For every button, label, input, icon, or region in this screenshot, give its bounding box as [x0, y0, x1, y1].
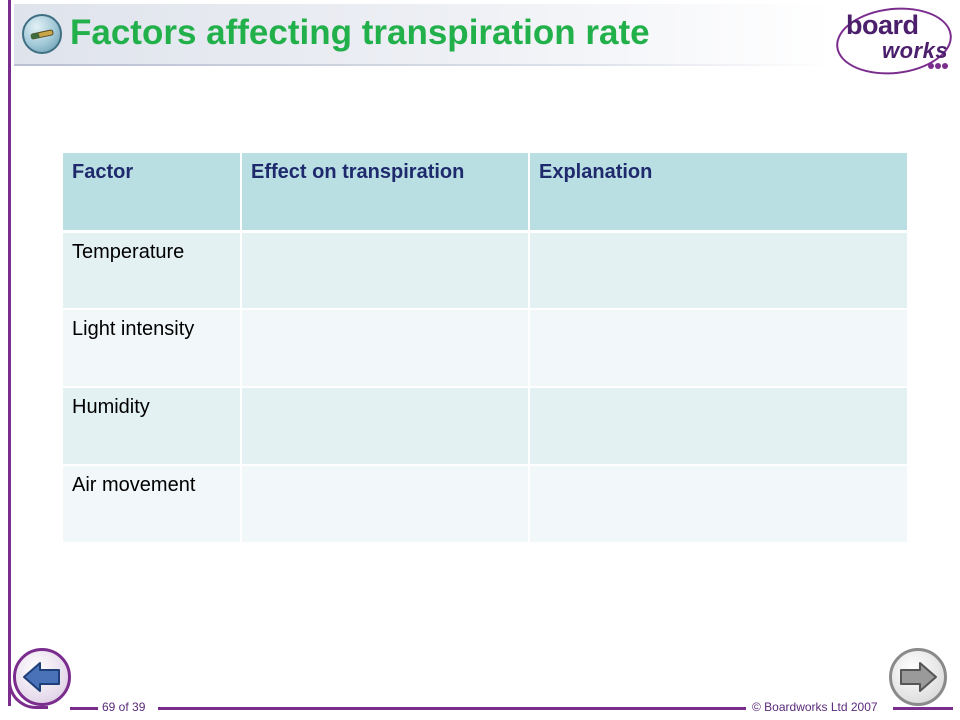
explanation-cell[interactable]	[529, 231, 909, 310]
header-explanation: Explanation	[529, 153, 909, 233]
forward-arrow-icon	[900, 662, 937, 692]
logo-word-works: works	[882, 38, 949, 63]
header-effect: Effect on transpiration	[241, 153, 530, 233]
table-row: Humidity	[63, 387, 909, 466]
slide-frame-bottom	[158, 707, 746, 710]
slide-frame-left	[8, 0, 11, 706]
back-button[interactable]	[13, 648, 71, 706]
factor-cell: Air movement	[63, 465, 242, 544]
slide-frame-bottom	[893, 707, 953, 710]
effect-cell[interactable]	[241, 231, 530, 310]
title-band	[14, 4, 834, 64]
title-underline	[14, 64, 834, 66]
slide-frame-bottom	[70, 707, 98, 710]
slide-frame-corner	[8, 676, 48, 709]
page-title: Factors affecting transpiration rate	[70, 13, 650, 52]
factor-cell: Temperature	[63, 231, 242, 310]
factor-cell: Humidity	[63, 387, 242, 466]
logo-word-board: board	[846, 10, 919, 40]
forward-button[interactable]	[889, 648, 947, 706]
factors-table: Factor Effect on transpiration Explanati…	[63, 153, 909, 544]
explanation-cell[interactable]	[529, 387, 909, 466]
table-row: Temperature	[63, 231, 909, 310]
table-header-row: Factor Effect on transpiration Explanati…	[63, 153, 909, 233]
copyright-text: © Boardworks Ltd 2007	[752, 700, 878, 714]
explanation-cell[interactable]	[529, 465, 909, 544]
slide-counter: 69 of 39	[102, 700, 146, 714]
table-row: Light intensity	[63, 309, 909, 388]
table-row: Air movement	[63, 465, 909, 544]
effect-cell[interactable]	[241, 309, 530, 388]
effect-cell[interactable]	[241, 465, 530, 544]
explanation-cell[interactable]	[529, 309, 909, 388]
test-tube-badge-icon	[22, 14, 62, 54]
boardworks-logo: board works	[832, 2, 956, 80]
back-arrow-icon	[23, 662, 60, 692]
effect-cell[interactable]	[241, 387, 530, 466]
factor-cell: Light intensity	[63, 309, 242, 388]
header-factor: Factor	[63, 153, 242, 233]
logo-dots	[928, 56, 949, 74]
